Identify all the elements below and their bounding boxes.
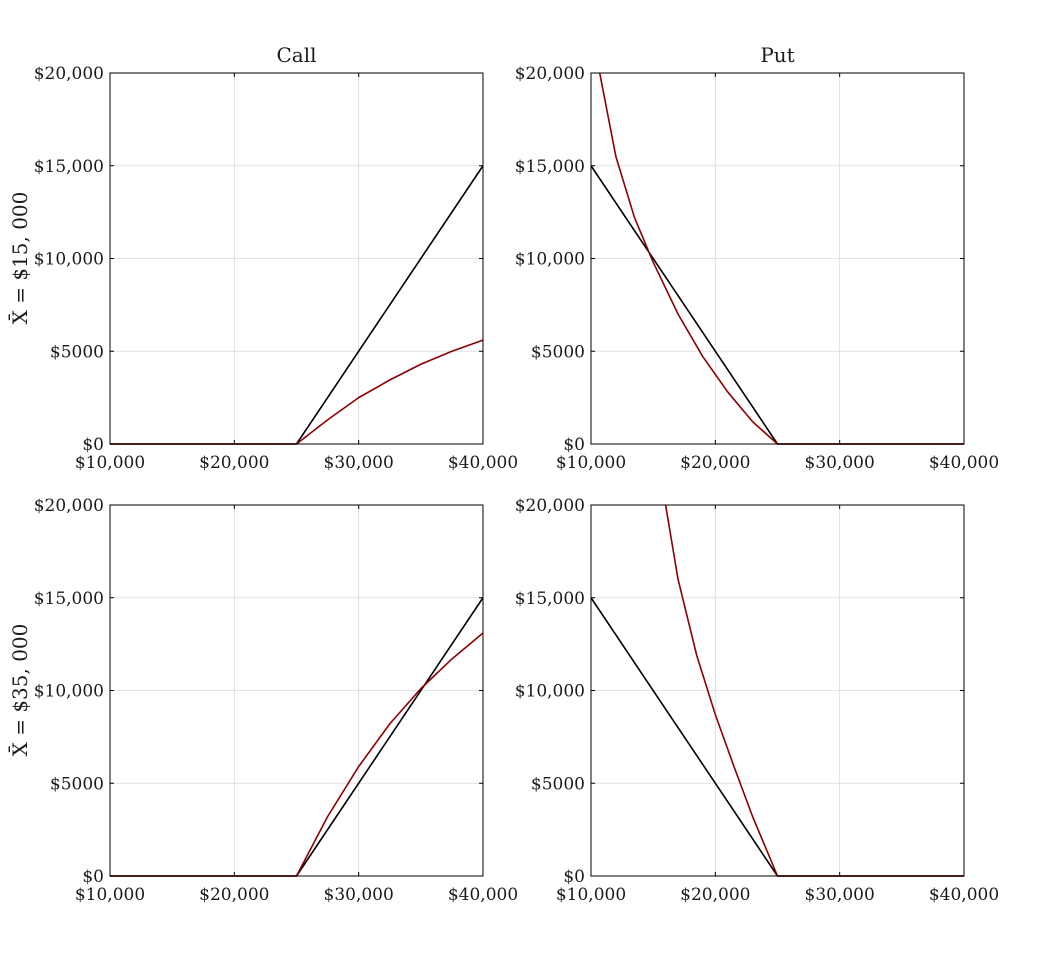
- x-tick-label: $10,000: [75, 885, 145, 905]
- chart-title: Call: [276, 43, 316, 67]
- chart-panel-2: $10,000 $20,000 $30,000 $40,000 $0 $5000 $10,0…: [515, 43, 999, 473]
- series-line-curved: [110, 632, 484, 877]
- y-tick-label: $0: [563, 867, 585, 887]
- x-tick-label: $40,000: [929, 885, 999, 905]
- y-tick-label: $10,000: [34, 682, 104, 702]
- series-line-linear: [590, 597, 964, 877]
- x-tick-label: $30,000: [805, 453, 875, 473]
- y-tick-label: $5000: [50, 774, 104, 794]
- y-tick-label: $20,000: [34, 64, 104, 84]
- series-line-linear: [110, 597, 484, 877]
- x-tick-label: $40,000: [448, 453, 518, 473]
- row-label: X̄ = $35, 000: [7, 624, 32, 757]
- x-tick-label: $40,000: [448, 885, 518, 905]
- x-tick-label: $10,000: [556, 885, 626, 905]
- y-tick-label: $5000: [50, 342, 104, 362]
- y-tick-label: $15,000: [515, 157, 585, 177]
- x-tick-label: $30,000: [324, 453, 394, 473]
- x-tick-label: $20,000: [199, 885, 269, 905]
- x-tick-label: $40,000: [929, 453, 999, 473]
- chart-panel-3: $10,000 $20,000 $30,000 $40,000 $0 $5000 $10,0…: [7, 496, 518, 905]
- y-tick-label: $0: [82, 867, 104, 887]
- x-tick-label: $20,000: [199, 453, 269, 473]
- x-tick-label: $30,000: [324, 885, 394, 905]
- chart-panel-1: $10,000 $20,000 $30,000 $40,000 $0 $5000 $10,0…: [7, 43, 518, 473]
- y-tick-label: $10,000: [515, 250, 585, 270]
- series-line-curved: [598, 72, 964, 445]
- y-tick-label: $5000: [531, 342, 585, 362]
- y-tick-label: $15,000: [34, 589, 104, 609]
- y-tick-label: $0: [563, 435, 585, 455]
- y-tick-label: $0: [82, 435, 104, 455]
- y-tick-label: $5000: [531, 774, 585, 794]
- y-tick-label: $10,000: [515, 682, 585, 702]
- x-tick-label: $20,000: [680, 885, 750, 905]
- x-tick-label: $30,000: [805, 885, 875, 905]
- x-tick-label: $10,000: [556, 453, 626, 473]
- y-tick-label: $20,000: [515, 496, 585, 516]
- series-line-curved: [110, 339, 484, 445]
- chart-panel-4: $10,000 $20,000 $30,000 $40,000 $0 $5000 $10,0…: [515, 496, 999, 905]
- series-line-linear: [590, 165, 964, 445]
- x-tick-label: $20,000: [680, 453, 750, 473]
- x-tick-label: $10,000: [75, 453, 145, 473]
- series-line-curved: [664, 504, 964, 877]
- chart-title: Put: [760, 43, 794, 67]
- y-tick-label: $20,000: [515, 64, 585, 84]
- y-tick-label: $15,000: [515, 589, 585, 609]
- row-label: X̄ = $15, 000: [7, 192, 32, 325]
- series-line-linear: [110, 165, 484, 445]
- y-tick-label: $15,000: [34, 157, 104, 177]
- y-tick-label: $10,000: [34, 250, 104, 270]
- y-tick-label: $20,000: [34, 496, 104, 516]
